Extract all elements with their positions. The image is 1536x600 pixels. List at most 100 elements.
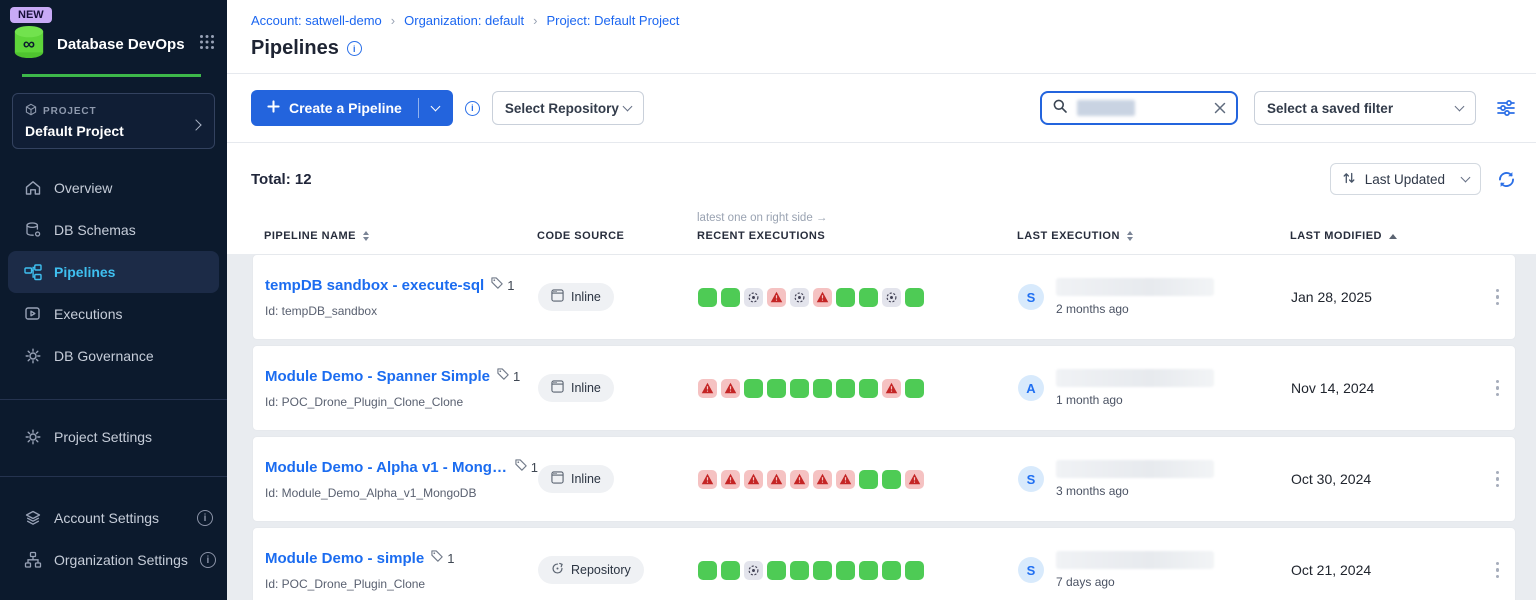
execution-status-success[interactable] xyxy=(721,560,740,580)
execution-status-error-icon[interactable] xyxy=(882,378,901,398)
execution-status-success[interactable] xyxy=(767,560,786,580)
execution-status-error-icon[interactable] xyxy=(790,469,809,489)
pipeline-name-link[interactable]: Module Demo - Spanner Simple xyxy=(265,368,491,385)
column-pipeline-name[interactable]: PIPELINE NAME xyxy=(264,230,537,242)
project-selector[interactable]: PROJECT Default Project xyxy=(12,93,215,149)
execution-status-success[interactable] xyxy=(859,287,878,307)
sidebar-item-db-governance[interactable]: DB Governance xyxy=(0,335,227,377)
database-icon xyxy=(24,221,42,239)
info-icon[interactable] xyxy=(464,100,480,116)
execution-status-success[interactable] xyxy=(813,378,832,398)
row-menu-button[interactable] xyxy=(1492,375,1504,402)
select-repository-dropdown[interactable]: Select Repository xyxy=(491,91,644,125)
execution-status-aborted-icon[interactable] xyxy=(744,287,763,307)
execution-status-error-icon[interactable] xyxy=(767,469,786,489)
sidebar-item-account-settings[interactable]: Account Settings xyxy=(0,497,227,539)
column-code-source: CODE SOURCE xyxy=(537,230,625,242)
execution-status-error-icon[interactable] xyxy=(905,469,924,489)
breadcrumb-organization[interactable]: Organization: default xyxy=(404,13,525,28)
table-row: tempDB sandbox - execute-sql 1 Id: tempD… xyxy=(252,254,1516,340)
info-icon[interactable] xyxy=(197,510,213,526)
pipeline-name-link[interactable]: Module Demo - Alpha v1 - Mongo... xyxy=(265,459,508,476)
sidebar-item-db-schemas[interactable]: DB Schemas xyxy=(0,209,227,251)
refresh-icon[interactable] xyxy=(1497,170,1516,189)
sidebar-item-label: Organization Settings xyxy=(54,552,188,568)
execution-status-success[interactable] xyxy=(790,378,809,398)
avatar[interactable]: S xyxy=(1018,557,1044,583)
tag-icon xyxy=(490,276,504,295)
execution-status-success[interactable] xyxy=(836,287,855,307)
execution-status-error-icon[interactable] xyxy=(698,378,717,398)
breadcrumb-project[interactable]: Project: Default Project xyxy=(546,13,680,28)
sidebar-item-project-settings[interactable]: Project Settings xyxy=(0,416,227,458)
pipeline-name-link[interactable]: tempDB sandbox - execute-sql xyxy=(265,277,485,294)
search-input[interactable] xyxy=(1040,91,1238,125)
button-divider xyxy=(417,98,419,118)
execution-status-success[interactable] xyxy=(905,560,924,580)
create-pipeline-button[interactable]: Create a Pipeline xyxy=(251,90,418,126)
breadcrumb-account[interactable]: Account: satwell-demo xyxy=(251,13,382,28)
execution-status-error-icon[interactable] xyxy=(698,469,717,489)
execution-status-success[interactable] xyxy=(836,378,855,398)
execution-status-success[interactable] xyxy=(859,378,878,398)
execution-status-error-icon[interactable] xyxy=(767,287,786,307)
column-recent-executions: latest one on right side → RECENT EXECUT… xyxy=(697,212,1017,242)
page-title: Pipelines xyxy=(251,37,339,59)
execution-status-error-icon[interactable] xyxy=(721,378,740,398)
execution-status-success[interactable] xyxy=(905,287,924,307)
execution-status-success[interactable] xyxy=(744,378,763,398)
column-last-execution[interactable]: LAST EXECUTION xyxy=(1017,230,1290,242)
avatar[interactable]: S xyxy=(1018,284,1044,310)
sidebar-item-label: DB Governance xyxy=(54,348,154,364)
avatar[interactable]: S xyxy=(1018,466,1044,492)
execution-status-error-icon[interactable] xyxy=(813,287,832,307)
chevron-down-icon xyxy=(1460,172,1471,182)
row-menu-button[interactable] xyxy=(1492,284,1504,311)
execution-status-error-icon[interactable] xyxy=(836,469,855,489)
execution-status-success[interactable] xyxy=(790,560,809,580)
execution-status-success[interactable] xyxy=(882,469,901,489)
code-source-label: Inline xyxy=(571,290,601,304)
execution-status-success[interactable] xyxy=(859,469,878,489)
execution-status-success[interactable] xyxy=(882,560,901,580)
sort-dropdown[interactable]: Last Updated xyxy=(1329,163,1481,195)
saved-filter-dropdown[interactable]: Select a saved filter xyxy=(1254,91,1476,125)
execution-status-error-icon[interactable] xyxy=(744,469,763,489)
pipeline-name-link[interactable]: Module Demo - simple xyxy=(265,550,425,567)
avatar[interactable]: A xyxy=(1018,375,1044,401)
execution-status-success[interactable] xyxy=(698,287,717,307)
row-menu-button[interactable] xyxy=(1492,557,1504,584)
sort-arrows-icon xyxy=(1126,231,1133,241)
sidebar-item-organization-settings[interactable]: Organization Settings xyxy=(0,539,227,581)
create-pipeline-split-button: Create a Pipeline xyxy=(251,90,453,126)
table-header: PIPELINE NAME CODE SOURCE latest one on … xyxy=(227,208,1536,254)
close-icon[interactable] xyxy=(1214,102,1226,114)
sidebar-item-pipelines[interactable]: Pipelines xyxy=(8,251,219,293)
execution-status-aborted-icon[interactable] xyxy=(744,560,763,580)
execution-status-error-icon[interactable] xyxy=(813,469,832,489)
total-count: Total: 12 xyxy=(251,170,312,188)
execution-status-success[interactable] xyxy=(836,560,855,580)
execution-status-aborted-icon[interactable] xyxy=(882,287,901,307)
sidebar-item-executions[interactable]: Executions xyxy=(0,293,227,335)
chevron-down-icon xyxy=(622,101,633,111)
info-icon[interactable] xyxy=(346,41,362,56)
execution-status-success[interactable] xyxy=(905,378,924,398)
info-icon[interactable] xyxy=(199,552,216,568)
execution-status-success[interactable] xyxy=(721,287,740,307)
execution-status-aborted-icon[interactable] xyxy=(790,287,809,307)
sliders-icon[interactable] xyxy=(1496,98,1516,118)
execution-status-success[interactable] xyxy=(813,560,832,580)
create-pipeline-caret-button[interactable] xyxy=(419,90,453,126)
execution-status-error-icon[interactable] xyxy=(721,469,740,489)
grid-icon[interactable] xyxy=(197,32,217,57)
row-menu-button[interactable] xyxy=(1492,466,1504,493)
execution-status-success[interactable] xyxy=(767,378,786,398)
last-execution-time: 7 days ago xyxy=(1056,575,1115,589)
execution-status-success[interactable] xyxy=(698,560,717,580)
execution-status-success[interactable] xyxy=(859,560,878,580)
sidebar-item-overview[interactable]: Overview xyxy=(0,167,227,209)
column-last-modified[interactable]: LAST MODIFIED xyxy=(1290,230,1476,242)
play-icon xyxy=(24,305,42,323)
